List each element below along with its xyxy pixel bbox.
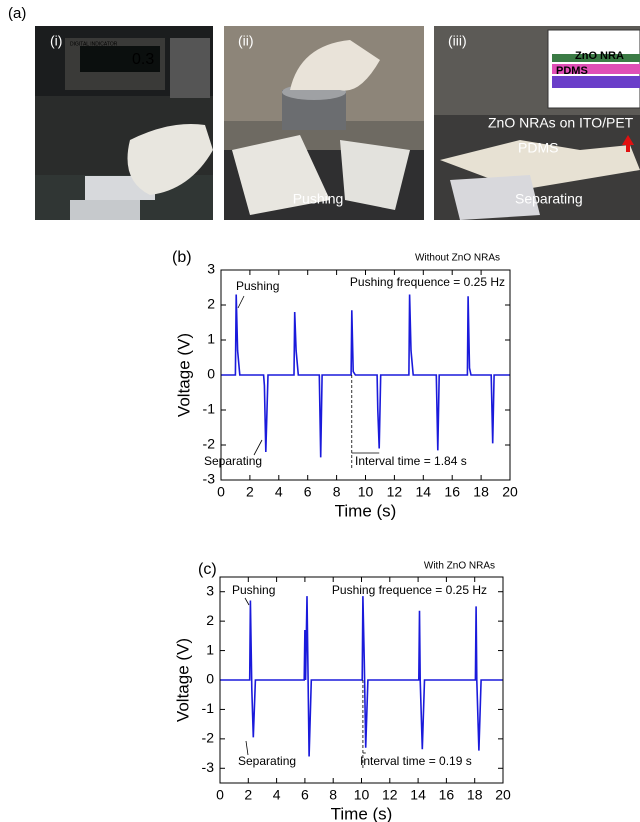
x-tick-label: 0	[217, 484, 225, 500]
photo-caption: Separating	[515, 191, 583, 207]
x-tick-label: 2	[246, 484, 254, 500]
inset-label: ZnO NRA	[575, 50, 624, 62]
annotation: Pushing	[236, 279, 279, 293]
y-axis-title: Voltage (V)	[173, 638, 192, 722]
annotation: Separating	[204, 454, 262, 468]
y-axis-title: Voltage (V)	[174, 333, 193, 417]
figure: (a) (i) DIGITAL INDICATOR 0.3 (ii) Pushi…	[0, 0, 640, 822]
y-tick-label: 2	[207, 296, 215, 312]
x-tick-label: 0	[216, 787, 224, 803]
x-axis-title: Time (s)	[331, 804, 393, 822]
display-reading: 0.3	[132, 51, 154, 68]
y-tick-label: 0	[206, 671, 214, 687]
x-tick-label: 18	[467, 787, 483, 803]
annotation-arrow	[254, 440, 262, 455]
photo: (i) DIGITAL INDICATOR 0.3	[35, 26, 213, 220]
inset-label: PDMS	[556, 65, 588, 77]
photo-caption: Pushing	[293, 191, 344, 207]
y-tick-label: -2	[202, 730, 215, 746]
photo-annotation: ZnO NRAs on ITO/PET	[488, 115, 634, 131]
x-tick-label: 20	[502, 484, 518, 500]
photo-annotation: PDMS	[518, 140, 558, 156]
x-tick-label: 8	[333, 484, 341, 500]
x-tick-label: 20	[495, 787, 511, 803]
photo: ZnO NRA PDMS (iii) ZnO NRAs on ITO/PET P…	[434, 26, 640, 220]
photo-label: (i)	[50, 33, 62, 49]
y-tick-label: 1	[207, 331, 215, 347]
annotation: Interval time = 1.84 s	[355, 454, 467, 468]
panel-label: (c)	[198, 561, 217, 578]
x-tick-label: 14	[410, 787, 426, 803]
signal-line	[221, 295, 510, 458]
x-tick-label: 10	[358, 484, 374, 500]
annotation: Pushing	[232, 583, 275, 597]
y-tick-label: -1	[203, 401, 216, 417]
signal-line	[220, 596, 503, 756]
y-tick-label: -1	[202, 700, 215, 716]
annotation-arrow	[246, 741, 248, 755]
panel-label: (a)	[8, 5, 26, 22]
y-tick-label: 3	[207, 261, 215, 277]
x-tick-label: 16	[439, 787, 455, 803]
annotation: Pushing frequence = 0.25 Hz	[350, 275, 505, 289]
x-tick-label: 18	[473, 484, 489, 500]
photo: (ii) Pushing	[224, 26, 424, 220]
x-tick-label: 10	[354, 787, 370, 803]
x-axis-title: Time (s)	[335, 501, 397, 520]
x-tick-label: 12	[382, 787, 398, 803]
x-tick-label: 6	[304, 484, 312, 500]
x-tick-label: 16	[444, 484, 460, 500]
x-tick-label: 8	[329, 787, 337, 803]
x-tick-label: 2	[244, 787, 252, 803]
photo-label: (ii)	[238, 33, 254, 49]
chart-title: Without ZnO NRAs	[415, 253, 500, 264]
x-tick-label: 12	[387, 484, 403, 500]
annotation-arrow	[245, 598, 249, 605]
chart-title: With ZnO NRAs	[424, 561, 495, 572]
annotation: Separating	[238, 754, 296, 768]
y-tick-label: 3	[206, 582, 214, 598]
x-tick-label: 4	[275, 484, 283, 500]
y-tick-label: -3	[202, 759, 215, 775]
panel-label: (b)	[172, 249, 192, 266]
x-tick-label: 6	[301, 787, 309, 803]
annotation-arrow	[238, 296, 244, 308]
photo-label: (iii)	[448, 33, 467, 49]
device-label: DIGITAL INDICATOR	[70, 41, 118, 47]
y-tick-label: -3	[203, 471, 216, 487]
annotation: Interval time = 0.19 s	[360, 754, 472, 768]
x-tick-label: 4	[273, 787, 281, 803]
y-tick-label: 1	[206, 641, 214, 657]
y-tick-label: -2	[203, 436, 216, 452]
y-tick-label: 0	[207, 366, 215, 382]
annotation: Pushing frequence = 0.25 Hz	[332, 583, 487, 597]
x-tick-label: 14	[416, 484, 432, 500]
y-tick-label: 2	[206, 612, 214, 628]
